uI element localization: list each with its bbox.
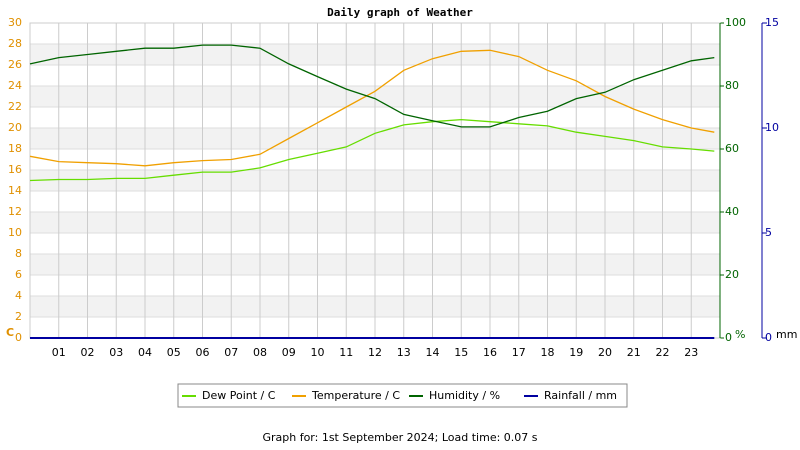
x-tick-label: 08 [253, 346, 267, 359]
legend-label: Temperature / C [311, 389, 400, 402]
y2-tick-label: 100 [725, 16, 746, 29]
legend-label: Dew Point / C [202, 389, 276, 402]
x-tick-label: 22 [656, 346, 670, 359]
y-tick-label: 20 [8, 121, 22, 134]
y-tick-label: 22 [8, 100, 22, 113]
y2-tick-label: 20 [725, 268, 739, 281]
y3-tick-label: 0 [765, 331, 772, 344]
x-tick-label: 03 [109, 346, 123, 359]
y2-tick-label: 0 [725, 331, 732, 344]
series-line [29, 118, 715, 182]
y-tick-label: 24 [8, 79, 22, 92]
y2-tick-label: 40 [725, 205, 739, 218]
y-tick-label: 10 [8, 226, 22, 239]
legend-label: Humidity / % [429, 389, 500, 402]
x-tick-label: 20 [598, 346, 612, 359]
x-tick-label: 02 [81, 346, 95, 359]
y3-unit: mm [776, 328, 797, 341]
y-tick-label: 26 [8, 58, 22, 71]
y-tick-label: 6 [15, 268, 22, 281]
x-tick-label: 12 [368, 346, 382, 359]
footer: Graph for: 1st September 2024; Load time… [262, 431, 537, 444]
x-tick-label: 23 [684, 346, 698, 359]
x-tick-label: 11 [339, 346, 353, 359]
y-tick-label: 2 [15, 310, 22, 323]
y2-tick-label: 80 [725, 79, 739, 92]
y-tick-label: 18 [8, 142, 22, 155]
y-tick-label: 14 [8, 184, 22, 197]
y-unit: C [6, 326, 14, 339]
y-tick-label: 30 [8, 16, 22, 29]
x-tick-label: 18 [541, 346, 555, 359]
y3-tick-label: 10 [765, 121, 779, 134]
x-tick-label: 04 [138, 346, 152, 359]
x-tick-label: 16 [483, 346, 497, 359]
x-tick-label: 01 [52, 346, 66, 359]
x-tick-label: 10 [311, 346, 325, 359]
x-tick-label: 19 [569, 346, 583, 359]
x-tick-label: 21 [627, 346, 641, 359]
x-tick-label: 09 [282, 346, 296, 359]
series-line [29, 44, 715, 128]
y-tick-label: 0 [15, 331, 22, 344]
series-line [29, 49, 715, 167]
y2-unit: % [735, 328, 745, 341]
y3-tick-label: 5 [765, 226, 772, 239]
x-tick-label: 17 [512, 346, 526, 359]
x-tick-label: 15 [454, 346, 468, 359]
chart-title: Daily graph of Weather [327, 6, 473, 19]
legend-box [177, 383, 628, 408]
x-tick-label: 13 [397, 346, 411, 359]
y2-tick-label: 60 [725, 142, 739, 155]
x-tick-label: 05 [167, 346, 181, 359]
legend-label: Rainfall / mm [544, 389, 617, 402]
x-tick-label: 06 [196, 346, 210, 359]
y-tick-label: 16 [8, 163, 22, 176]
y3-tick-label: 15 [765, 16, 779, 29]
y-tick-label: 4 [15, 289, 22, 302]
x-tick-label: 14 [426, 346, 440, 359]
y-tick-label: 12 [8, 205, 22, 218]
y-tick-label: 28 [8, 37, 22, 50]
y-tick-label: 8 [15, 247, 22, 260]
x-tick-label: 07 [224, 346, 238, 359]
